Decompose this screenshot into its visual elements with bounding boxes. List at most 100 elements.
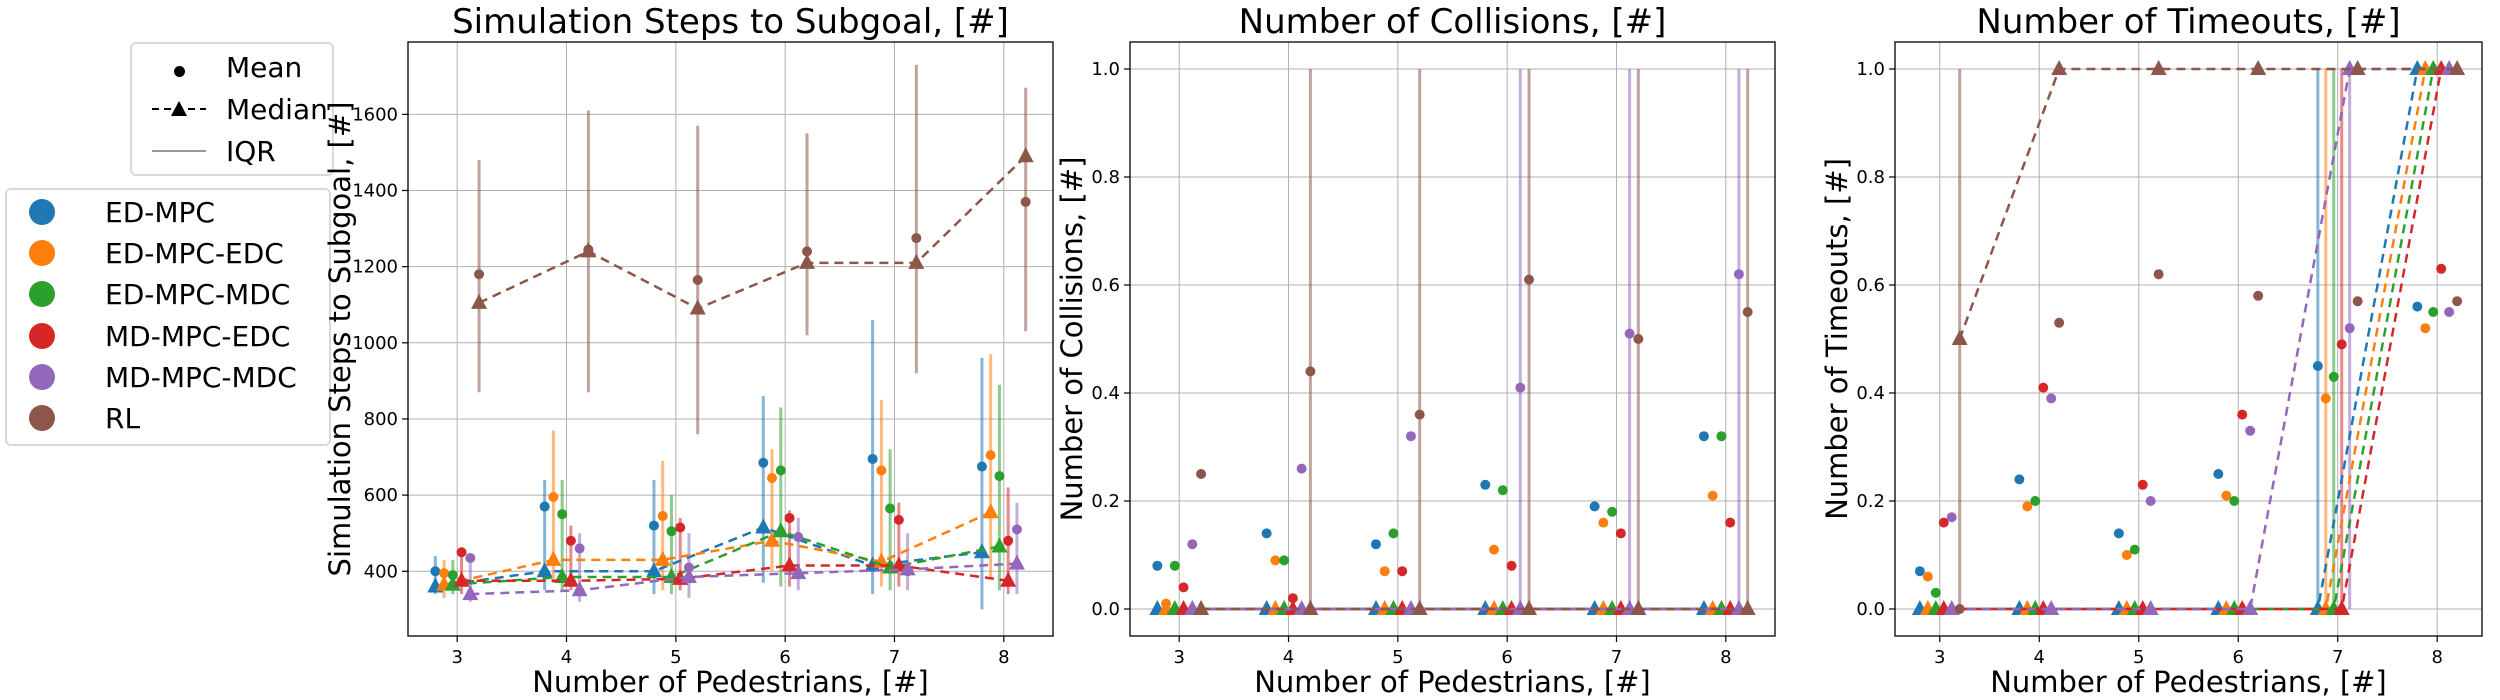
series-rl-iqr bbox=[1308, 69, 1750, 609]
mean-point bbox=[893, 514, 904, 525]
method-legend: ED-MPC ED-MPC-EDC ED-MPC-MDC MD-MPC-EDC … bbox=[5, 188, 331, 446]
mean-point bbox=[1379, 566, 1390, 577]
median-marker bbox=[982, 503, 999, 519]
mean-point bbox=[2054, 317, 2065, 328]
mean-point bbox=[565, 535, 576, 546]
mean-point bbox=[2145, 496, 2156, 506]
series-ed-mpc-mean bbox=[1152, 431, 1709, 571]
legend-item-ed-mpc: ED-MPC bbox=[29, 192, 215, 232]
mean-point bbox=[1370, 539, 1381, 550]
mean-point bbox=[439, 568, 450, 579]
median-marker bbox=[1000, 571, 1017, 587]
plot-area bbox=[408, 42, 1053, 636]
x-tick-label: 6 bbox=[1501, 647, 1512, 668]
y-tick-label: 1200 bbox=[352, 257, 398, 278]
mean-point bbox=[2229, 496, 2240, 506]
series-md-mpc-mdc-mean bbox=[1187, 269, 1744, 550]
series-ed-mpc-edc-mean bbox=[1922, 323, 2431, 582]
mean-point bbox=[775, 465, 786, 476]
y-tick-label: 0.2 bbox=[1091, 491, 1120, 512]
mean-point bbox=[1742, 307, 1753, 317]
median-marker bbox=[545, 550, 562, 566]
mean-point bbox=[1480, 479, 1491, 490]
median-line bbox=[478, 155, 1027, 310]
median-marker bbox=[554, 567, 571, 583]
mean-point bbox=[2420, 323, 2431, 334]
x-tick-label: 8 bbox=[998, 647, 1009, 668]
median-marker bbox=[2043, 600, 2060, 615]
series-md-mpc-mdc-iqr bbox=[1518, 69, 1741, 609]
chart-panel-2: 3 4 5 6 7 8 0.0 0.2 0.4 0.6 0.8 1.0 Number of Collis… bbox=[1055, 2, 1776, 699]
median-marker bbox=[1739, 600, 1756, 615]
y-tick-label: 0.8 bbox=[1091, 167, 1120, 188]
median-marker bbox=[2250, 60, 2267, 75]
mean-point bbox=[2328, 371, 2339, 382]
series-ed-mpc-mean bbox=[430, 453, 987, 577]
mean-point bbox=[2221, 490, 2232, 501]
x-tick-label: 4 bbox=[2034, 647, 2045, 668]
mean-point bbox=[2352, 296, 2363, 307]
mean-point bbox=[430, 566, 441, 577]
mean-marker-icon bbox=[173, 65, 185, 77]
legend-median-label: Median bbox=[226, 92, 328, 126]
mean-point bbox=[1698, 431, 1709, 442]
mean-point bbox=[1922, 571, 1933, 582]
mean-point bbox=[1489, 544, 1500, 555]
mean-point bbox=[539, 501, 550, 512]
mean-point bbox=[583, 244, 594, 255]
mean-point bbox=[1515, 382, 1526, 393]
mean-point bbox=[2153, 269, 2164, 280]
mean-point bbox=[2312, 361, 2323, 371]
legend-item-label: RL bbox=[105, 401, 141, 435]
median-marker bbox=[764, 531, 781, 547]
y-tick-label: 0.6 bbox=[1856, 275, 1885, 296]
mean-point bbox=[1624, 328, 1635, 339]
mean-point bbox=[1615, 528, 1626, 539]
mean-point bbox=[1161, 598, 1172, 609]
mean-point bbox=[1305, 366, 1316, 377]
mean-point bbox=[1270, 555, 1281, 566]
plot-frame bbox=[407, 41, 1054, 637]
mean-point bbox=[1733, 269, 1744, 280]
mean-point bbox=[1279, 555, 1290, 566]
mean-point bbox=[2121, 550, 2132, 560]
median-marker bbox=[1193, 600, 1210, 615]
mean-point bbox=[2336, 339, 2347, 350]
mean-point bbox=[456, 547, 467, 558]
y-tick-label: 0.0 bbox=[1856, 599, 1885, 620]
ed-mpc-mdc-color-swatch bbox=[29, 281, 55, 307]
mean-point bbox=[2452, 296, 2463, 307]
median-marker bbox=[471, 293, 488, 309]
series-ed-mpc-mean bbox=[1914, 301, 2423, 577]
legend-item-label: ED-MPC-EDC bbox=[105, 236, 284, 270]
mean-point bbox=[2129, 544, 2140, 555]
mean-point bbox=[758, 457, 769, 468]
y-axis-label: Number of Timeouts, [#] bbox=[1820, 158, 1854, 520]
y-tick-label: 1000 bbox=[352, 333, 398, 354]
legend-item-label: MD-MPC-EDC bbox=[105, 319, 291, 353]
mean-point bbox=[1388, 528, 1399, 539]
median-marker bbox=[755, 518, 772, 534]
mean-point bbox=[1633, 334, 1644, 344]
ed-mpc-color-swatch bbox=[29, 199, 55, 225]
median-marker bbox=[1017, 147, 1034, 163]
mean-point bbox=[1725, 517, 1736, 528]
y-tick-label: 0.2 bbox=[1856, 491, 1885, 512]
series-rl-mean bbox=[1196, 274, 1753, 479]
y-tick-label: 0.8 bbox=[1856, 167, 1885, 188]
x-tick-label: 4 bbox=[1283, 647, 1294, 668]
median-marker bbox=[1951, 330, 1968, 345]
mean-point bbox=[1287, 593, 1298, 604]
mean-point bbox=[885, 503, 896, 514]
y-tick-label: 0.4 bbox=[1856, 383, 1885, 404]
x-tick-label: 3 bbox=[1173, 647, 1184, 668]
median-marker bbox=[2449, 60, 2466, 75]
mean-point bbox=[1196, 469, 1207, 479]
series-md-mpc-edc-mean bbox=[1938, 263, 2447, 528]
legend-iqr-label: IQR bbox=[226, 134, 276, 168]
series-rl-median bbox=[1951, 60, 2466, 345]
md-mpc-mdc-color-swatch bbox=[29, 364, 55, 390]
y-tick-label: 1400 bbox=[352, 181, 398, 202]
median-marker bbox=[571, 581, 588, 597]
mean-point bbox=[784, 512, 795, 523]
